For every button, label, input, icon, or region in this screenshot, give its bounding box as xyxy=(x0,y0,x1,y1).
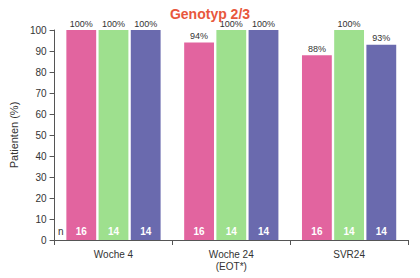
svg-text:40: 40 xyxy=(35,151,47,162)
svg-text:100%: 100% xyxy=(134,19,157,29)
svg-text:14: 14 xyxy=(376,226,388,237)
svg-text:100%: 100% xyxy=(70,19,93,29)
svg-text:(EOT*): (EOT*) xyxy=(216,261,247,272)
svg-text:14: 14 xyxy=(140,226,152,237)
svg-text:14: 14 xyxy=(108,226,120,237)
svg-text:60: 60 xyxy=(35,109,47,120)
svg-text:30: 30 xyxy=(35,172,47,183)
svg-text:100%: 100% xyxy=(252,19,275,29)
svg-text:16: 16 xyxy=(194,226,206,237)
svg-text:94%: 94% xyxy=(190,31,208,41)
svg-text:90: 90 xyxy=(35,46,47,57)
svg-text:14: 14 xyxy=(258,226,270,237)
svg-text:n: n xyxy=(58,226,64,237)
svg-text:50: 50 xyxy=(35,130,47,141)
svg-text:16: 16 xyxy=(76,226,88,237)
svg-text:70: 70 xyxy=(35,88,47,99)
svg-text:20: 20 xyxy=(35,193,47,204)
svg-text:14: 14 xyxy=(226,226,238,237)
svg-text:Genotyp 2/3: Genotyp 2/3 xyxy=(170,6,250,22)
svg-text:Woche 24: Woche 24 xyxy=(209,249,254,260)
svg-text:SVR24: SVR24 xyxy=(333,249,365,260)
svg-text:Woche 4: Woche 4 xyxy=(94,249,134,260)
svg-text:Patienten (%): Patienten (%) xyxy=(8,102,20,169)
svg-text:93%: 93% xyxy=(372,33,390,43)
svg-text:100: 100 xyxy=(30,25,47,36)
svg-text:80: 80 xyxy=(35,67,47,78)
svg-text:10: 10 xyxy=(35,214,47,225)
svg-text:16: 16 xyxy=(311,226,323,237)
svg-text:14: 14 xyxy=(344,226,356,237)
svg-text:88%: 88% xyxy=(308,44,326,54)
svg-text:100%: 100% xyxy=(102,19,125,29)
svg-text:100%: 100% xyxy=(219,18,243,29)
svg-text:0: 0 xyxy=(41,235,47,246)
svg-text:100%: 100% xyxy=(338,19,361,29)
